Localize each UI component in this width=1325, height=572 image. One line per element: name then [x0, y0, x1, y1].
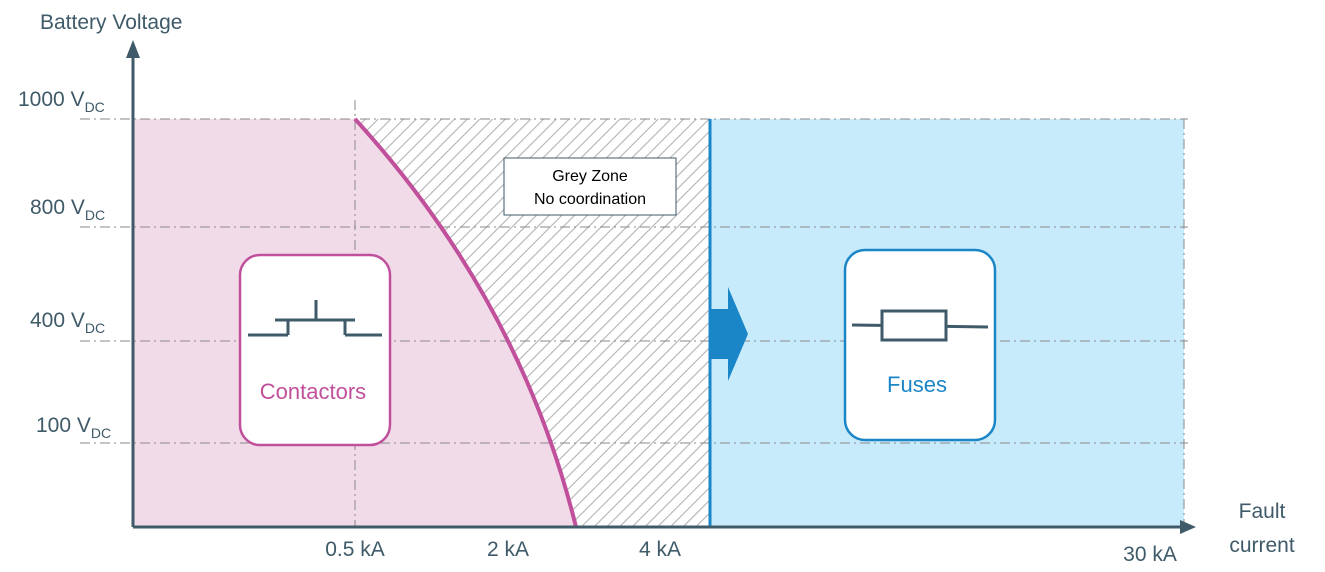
- grey-zone-label-box: [503, 157, 677, 216]
- x-tick-05ka: 0.5 kA: [325, 538, 385, 561]
- fuses-card: Fuses: [843, 248, 997, 442]
- x-axis-title-line2: current: [1229, 534, 1295, 557]
- x-axis-arrowhead: [1180, 520, 1196, 534]
- contactors-card: Contactors: [238, 253, 392, 447]
- grey-zone-title: Grey Zone: [552, 168, 628, 185]
- fuses-label: Fuses: [887, 372, 947, 397]
- right-arrow-icon: [710, 287, 748, 381]
- x-axis-title-line1: Fault: [1239, 500, 1286, 523]
- contactors-card-box: [238, 253, 392, 447]
- y-tick-400v: 400 VDC: [30, 309, 105, 336]
- y-tick-800v: 800 VDC: [30, 196, 105, 223]
- grey-zone-label: Grey Zone No coordination: [503, 157, 677, 216]
- x-tick-30ka: 30 kA: [1123, 543, 1177, 566]
- y-axis-arrowhead: [126, 40, 140, 58]
- x-tick-4ka: 4 kA: [639, 538, 681, 561]
- y-axis-title: Battery Voltage: [40, 11, 182, 34]
- x-tick-2ka: 2 kA: [487, 538, 529, 561]
- contactor-symbol-icon: [248, 300, 382, 337]
- fuse-symbol-icon: [851, 309, 989, 342]
- fuses-card-box: [843, 248, 997, 442]
- grey-zone: [355, 119, 710, 527]
- y-tick-100v: 100 VDC: [36, 414, 111, 441]
- grey-zone-subtitle: No coordination: [534, 191, 646, 208]
- y-tick-1000v: 1000 VDC: [18, 88, 105, 115]
- contactors-label: Contactors: [260, 379, 366, 404]
- contactor-curve: [353, 117, 578, 528]
